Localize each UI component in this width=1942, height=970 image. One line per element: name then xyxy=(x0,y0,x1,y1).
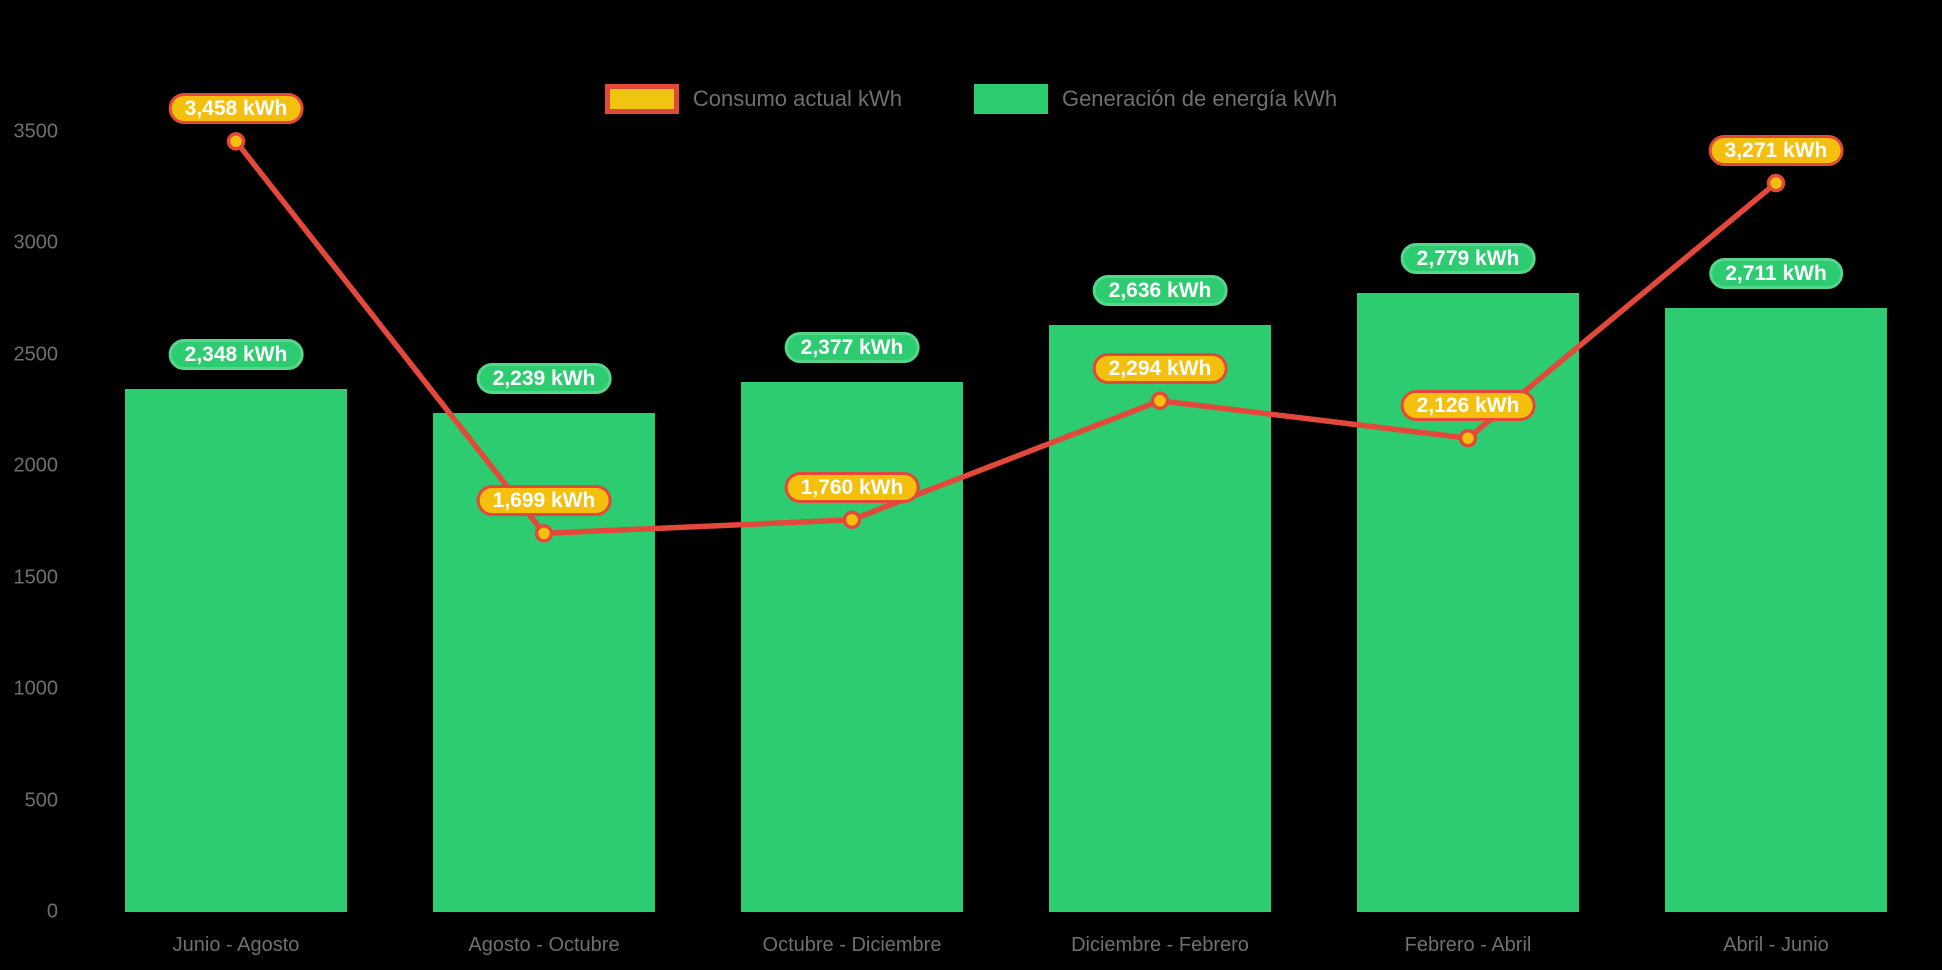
line-marker-icon xyxy=(226,132,246,151)
y-tick-label: 3500 xyxy=(13,120,59,143)
bar-value-badge: 2,636 kWh xyxy=(1092,274,1228,306)
y-tick-label: 1000 xyxy=(13,677,59,700)
consumption-line xyxy=(233,138,1779,537)
line-value-badge: 2,294 kWh xyxy=(1092,352,1228,384)
bar-value-badge: 2,239 kWh xyxy=(476,363,612,395)
y-tick-label: 2000 xyxy=(13,454,59,477)
y-tick-label: 0 xyxy=(46,900,58,923)
x-tick-label: Febrero - Abril xyxy=(1404,934,1532,956)
line-marker-icon xyxy=(1766,173,1786,193)
x-tick-label: Agosto - Octubre xyxy=(468,934,620,956)
line-value-badge: 1,699 kWh xyxy=(476,485,612,517)
line-marker-icon xyxy=(1458,428,1478,448)
generation-bar xyxy=(1665,307,1887,912)
bar-value-badge: 2,711 kWh xyxy=(1709,257,1843,289)
consumo-swatch-icon xyxy=(604,84,679,114)
bar-value-badge: 2,377 kWh xyxy=(784,332,920,364)
x-tick-label: Abril - Junio xyxy=(1723,934,1829,956)
x-tick-label: Diciembre - Febrero xyxy=(1071,934,1249,956)
legend-item-generacion[interactable]: Generación de energía kWh xyxy=(973,84,1338,114)
legend-label-generacion: Generación de energía kWh xyxy=(1061,86,1338,111)
line-value-badge: 1,760 kWh xyxy=(784,471,920,503)
x-tick-label: Octubre - Diciembre xyxy=(762,934,942,956)
generation-bar xyxy=(125,388,347,912)
legend: Consumo actual kWh Generación de energía… xyxy=(0,84,1942,114)
bar-value-badge: 2,779 kWh xyxy=(1400,242,1536,274)
line-value-badge: 2,126 kWh xyxy=(1400,390,1536,422)
line-marker-icon xyxy=(842,510,862,530)
generation-bar xyxy=(741,382,963,912)
y-tick-label: 1500 xyxy=(13,566,59,589)
line-value-badge: 3,458 kWh xyxy=(168,93,304,125)
y-tick-label: 3000 xyxy=(13,231,59,254)
line-marker-icon xyxy=(1150,391,1170,411)
legend-label-consumo: Consumo actual kWh xyxy=(692,86,902,111)
generation-bar xyxy=(1049,324,1271,912)
generacion-swatch-icon xyxy=(973,84,1048,114)
x-tick-label: Junio - Agosto xyxy=(172,934,300,956)
line-value-badge: 3,271 kWh xyxy=(1708,135,1844,167)
y-tick-label: 500 xyxy=(24,789,58,812)
y-tick-label: 2500 xyxy=(13,343,59,366)
bar-value-badge: 2,348 kWh xyxy=(168,338,304,370)
legend-item-consumo[interactable]: Consumo actual kWh xyxy=(604,84,902,114)
line-marker-icon xyxy=(534,524,554,543)
